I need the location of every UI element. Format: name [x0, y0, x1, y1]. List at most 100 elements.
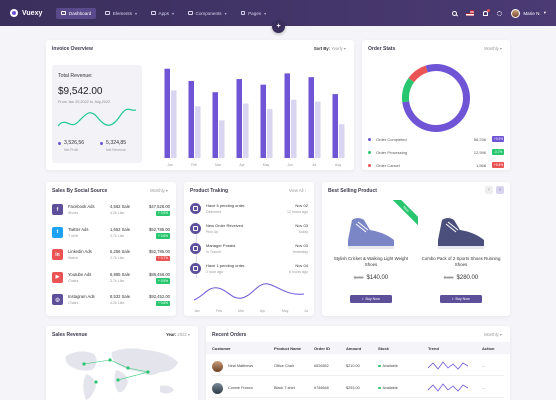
list-item[interactable]: ▶ Youtube Ads Chairs 6,965 Sale 3.7k Like $86…	[52, 270, 170, 288]
social-icon: t	[52, 226, 63, 238]
card-title: Order Stats	[368, 46, 396, 52]
product-card[interactable]: New Stylish Cricket & Walking Light Weig…	[328, 200, 418, 312]
total-revenue-value: $9,542.00	[58, 86, 103, 97]
home-icon	[61, 10, 66, 16]
table-row[interactable]: Connie Franco Black T-shirt #746648 $253.00…	[212, 380, 504, 398]
change-badge: -0.7%	[492, 149, 504, 155]
dot-icon	[100, 141, 103, 145]
invoice-bar-chart: Jan Feb Mar Apr May Jun Jul Aug	[164, 68, 345, 167]
brand-logo-icon	[10, 9, 18, 17]
social-icon: in	[52, 249, 63, 260]
bar-series-2	[339, 124, 345, 158]
us-flag-icon[interactable]	[466, 10, 475, 16]
list-item[interactable]: ◎ Instagram Ads Chairs 8,532 Sale 4.2k Like $…	[52, 292, 170, 310]
bar-series-1	[260, 84, 266, 158]
total-revenue-label: Total Revenue:	[58, 73, 93, 79]
column-header: Amount	[346, 346, 362, 351]
column-header: Customer	[212, 346, 231, 351]
chevron-right-icon[interactable]: ›	[496, 186, 504, 194]
month-tick-label: Mar	[238, 309, 245, 313]
timeline-item: Have 5 pending order. Delivered Nov 02 12 h…	[190, 202, 308, 220]
cart-icon: ▪	[362, 297, 364, 301]
timeline-item: New Order Received Pick Up Nov 03 Today	[190, 222, 308, 240]
buy-now-button[interactable]: ▪ Buy Now	[440, 295, 482, 303]
product-price: $320 $280.00	[443, 275, 479, 281]
table-header	[206, 342, 510, 354]
bell-icon[interactable]	[483, 8, 491, 16]
chevron-left-icon[interactable]: ‹	[485, 186, 493, 194]
header-actions: Marie N. ▾	[452, 8, 546, 18]
net-profit-stat: 3,526,56 Net Profit	[58, 140, 84, 152]
x-tick-label: Jun	[287, 163, 293, 167]
column-header: Trend	[428, 346, 439, 351]
user-name: Marie N.	[523, 10, 541, 16]
card-title: Sales By Social Source	[52, 188, 108, 194]
change-badge: +0.2%	[492, 136, 504, 142]
bar-series-1	[164, 68, 170, 158]
buy-now-button[interactable]: ▪ Buy Now	[350, 295, 392, 303]
nav-components[interactable]: Components ▾	[183, 8, 232, 19]
month-tick-label: Jun	[304, 309, 308, 313]
x-tick-label: Mar	[215, 163, 222, 167]
product-price: $380 $140.00	[353, 275, 389, 281]
list-item[interactable]: f Facebook Ads Shoes 4,562 Sale 4.2k Like $47…	[52, 202, 170, 220]
change-badge: + 0.5%	[155, 210, 170, 217]
bar-series-1	[236, 79, 242, 158]
change-badge: +0.4%	[492, 162, 504, 168]
carousel-controls: ‹ ›	[485, 186, 504, 194]
box-icon	[188, 10, 193, 16]
bar-series-1	[188, 80, 194, 158]
recent-orders-card: Recent Orders Monthly ▾ Customer Product…	[206, 326, 510, 400]
month-tick-label: Jan	[194, 309, 200, 313]
bar-series-2	[291, 99, 297, 158]
change-badge: + 0.9%	[155, 278, 170, 284]
add-button[interactable]: +	[272, 20, 285, 33]
main-nav: Dashboard Elements ▾ Apps ▾ Components ▾ Pa…	[56, 7, 272, 19]
chevron-down-icon: ▾	[172, 10, 175, 16]
bar-series-1	[212, 92, 218, 158]
column-header: Order ID	[314, 346, 331, 351]
period-dropdown[interactable]: Monthly ▾	[150, 188, 168, 193]
status-dot-icon	[378, 386, 381, 390]
x-tick-label: Feb	[191, 163, 197, 167]
list-item[interactable]: t Twitter Ads T shirt 1,652 Sale 3.7k Like $5…	[52, 225, 170, 243]
gear-icon[interactable]	[497, 10, 503, 16]
period-dropdown[interactable]: Monthly ▾	[484, 332, 502, 337]
nav-pages[interactable]: Pages ▾	[236, 8, 272, 19]
more-actions-icon[interactable]: ...	[482, 364, 486, 368]
avatar	[511, 8, 521, 18]
more-actions-icon[interactable]: ...	[482, 386, 486, 390]
donut-slice	[402, 78, 415, 103]
total-revenue-box: Total Revenue: $9,542.00 From Jan 20,202…	[52, 65, 142, 163]
bar-series-1	[332, 94, 338, 158]
nav-apps[interactable]: Apps ▾	[146, 8, 179, 19]
dot-icon	[58, 141, 61, 145]
chevron-down-icon: ▾	[135, 10, 138, 16]
brand-name: Vuexy	[22, 9, 43, 17]
x-tick-label: Aug	[335, 163, 341, 167]
view-all-link[interactable]: View All ›	[288, 188, 306, 193]
file-icon	[240, 10, 246, 16]
search-icon[interactable]	[452, 10, 458, 16]
year-dropdown[interactable]: Year: 2022 ▾	[165, 332, 190, 337]
dot-icon	[368, 137, 371, 141]
social-icon: ▶	[52, 271, 63, 283]
dot-icon	[368, 163, 371, 167]
product-card[interactable]: Combo Pack of 2 Sports Shoes Running Sho…	[418, 200, 504, 312]
brand[interactable]: Vuexy	[10, 9, 42, 17]
sort-dropdown[interactable]: Sort By: Yearly ▾	[313, 46, 346, 51]
avatar	[212, 383, 223, 394]
list-item[interactable]: in Linkedin Ads Watch 5,256 Sale 2.7k Like $5…	[52, 247, 170, 265]
invoice-overview-card: Invoice Overview Sort By: Yearly ▾ Total…	[46, 40, 354, 170]
world-map	[65, 348, 178, 400]
nav-elements[interactable]: Elements ▾	[100, 8, 142, 19]
shoe-image	[348, 218, 394, 249]
bar-series-1	[284, 73, 290, 158]
nav-dashboard[interactable]: Dashboard	[56, 7, 97, 19]
table-row[interactable]: Neal Matthews Office Chair #526552 $210.00 A…	[212, 358, 504, 376]
user-menu[interactable]: Marie N. ▾	[511, 8, 546, 18]
card-title: Product Traking	[190, 188, 229, 194]
change-badge: + 0.8%	[155, 300, 170, 307]
card-title: Best Selling Product	[328, 188, 377, 194]
period-dropdown[interactable]: Monthly ▾	[484, 46, 502, 51]
